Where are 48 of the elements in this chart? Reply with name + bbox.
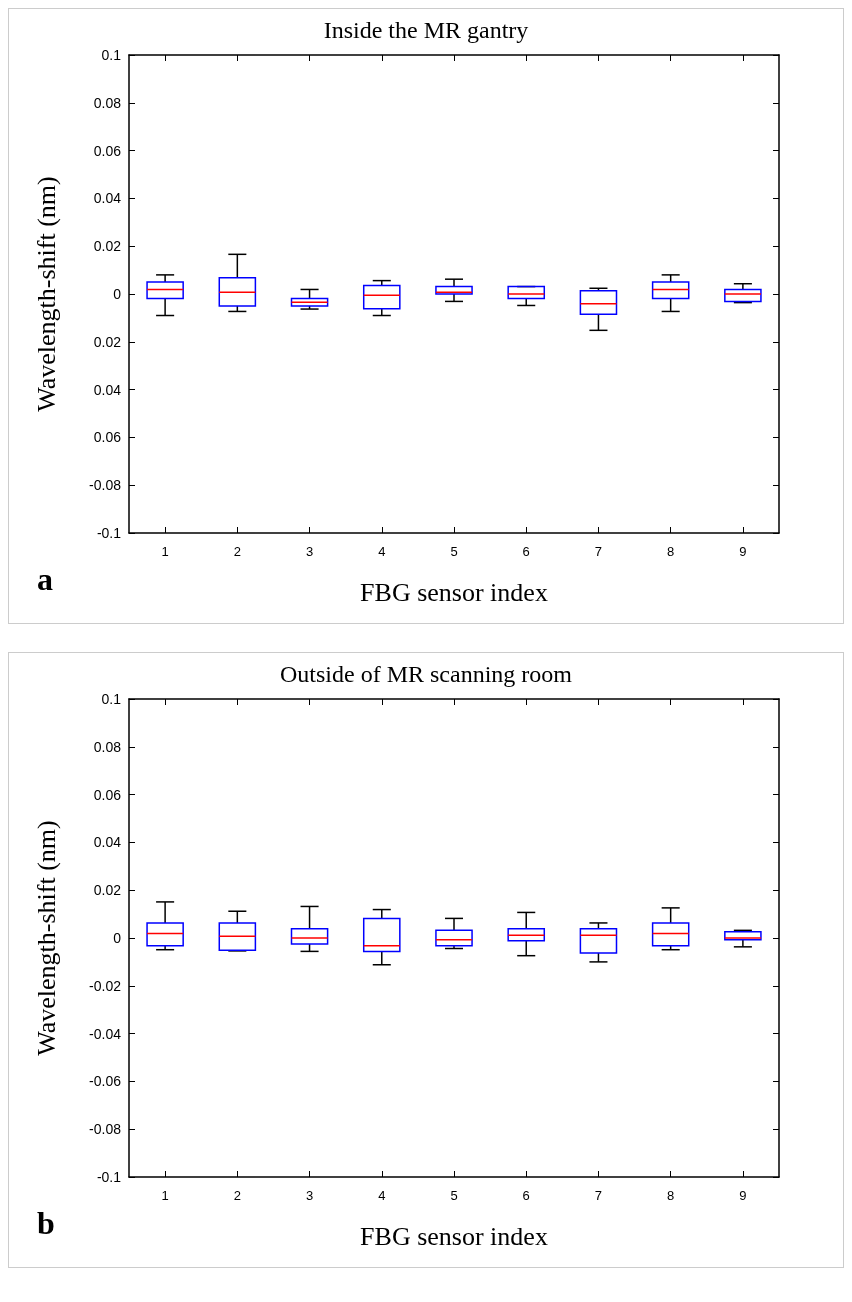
y-axis-title: Wavelength-shift (nm) (31, 176, 61, 412)
y-tick-label: 0.04 (93, 381, 122, 398)
y-tick-label: 0.02 (93, 882, 122, 899)
y-tick-label: -0.02 (89, 977, 122, 994)
y-tick-label: -0.04 (89, 1025, 122, 1042)
x-tick-label: 4 (378, 1188, 386, 1203)
x-tick-label: 8 (667, 1188, 675, 1203)
y-tick-label: 0.04 (93, 834, 122, 851)
y-tick-label: 0.02 (93, 333, 122, 350)
y-tick-label: 0 (113, 930, 122, 946)
y-tick-label: 0.06 (93, 786, 122, 803)
y-tick-label: 0.04 (93, 190, 122, 207)
y-tick-label: 0.02 (93, 238, 122, 255)
chart-title: Outside of MR scanning room (280, 661, 573, 687)
y-tick-label: 0.08 (93, 94, 122, 111)
x-tick-label: 7 (594, 1188, 603, 1203)
x-tick-label: 4 (378, 544, 386, 559)
y-tick-label: -0.06 (89, 1073, 122, 1090)
x-tick-label: 1 (161, 544, 169, 559)
y-tick-label: 0.1 (101, 691, 122, 707)
x-tick-label: 1 (161, 1188, 169, 1203)
chart-title: Inside the MR gantry (323, 17, 529, 43)
x-tick-label: 8 (667, 544, 675, 559)
y-tick-label: -0.08 (89, 1121, 122, 1138)
y-tick-label: 0.1 (101, 47, 122, 63)
x-tick-label: 6 (522, 544, 530, 559)
y-tick-label: -0.08 (89, 477, 122, 494)
y-axis-title: Wavelength-shift (nm) (31, 820, 61, 1056)
x-tick-label: 5 (450, 544, 458, 559)
x-axis-title: FBG sensor index (360, 1221, 548, 1251)
y-tick-label: 0.06 (93, 429, 122, 446)
y-tick-label: 0.06 (93, 142, 122, 159)
y-tick-label: -0.1 (96, 1169, 122, 1185)
x-axis-title: FBG sensor index (360, 577, 548, 607)
x-tick-label: 7 (594, 544, 603, 559)
y-tick-label: 0 (113, 286, 122, 302)
x-tick-label: 6 (522, 1188, 530, 1203)
y-tick-label: -0.1 (96, 525, 122, 541)
x-tick-label: 9 (739, 1188, 747, 1203)
x-tick-label: 9 (739, 544, 747, 559)
text: b (37, 1205, 55, 1241)
x-tick-label: 5 (450, 1188, 458, 1203)
x-tick-label: 2 (233, 544, 241, 559)
x-tick-label: 2 (233, 1188, 241, 1203)
text: a (37, 561, 53, 597)
y-tick-label: 0.08 (93, 738, 122, 755)
x-tick-label: 3 (305, 544, 314, 559)
x-tick-label: 3 (305, 1188, 314, 1203)
